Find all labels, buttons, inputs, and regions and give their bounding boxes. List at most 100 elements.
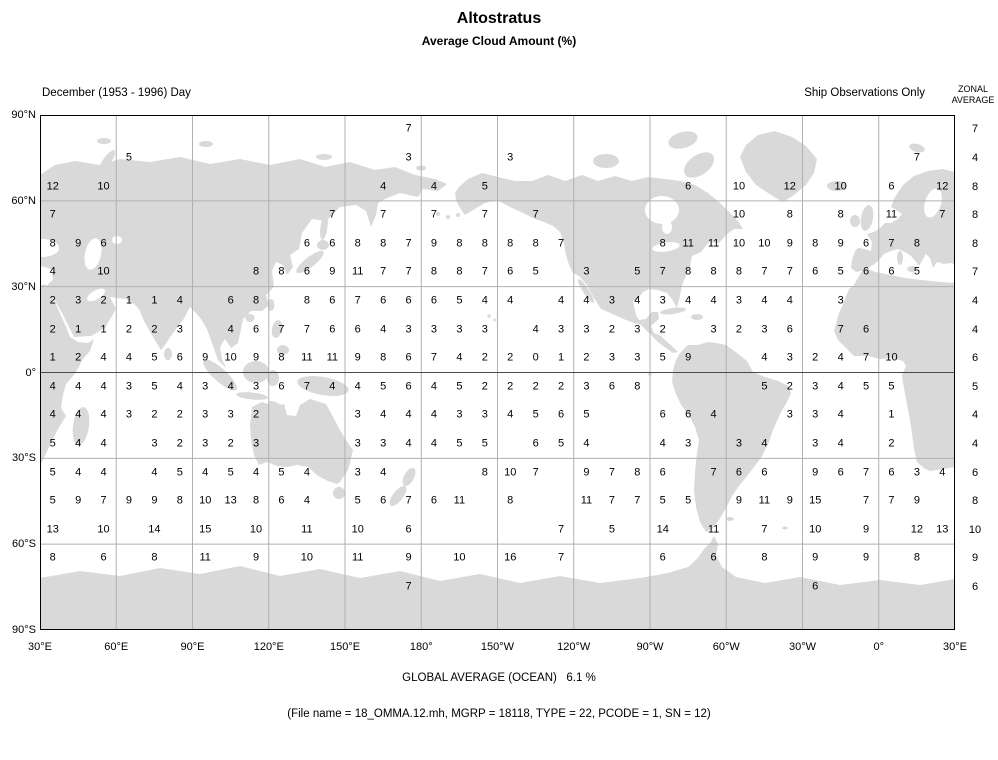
world-map [40,115,955,630]
grid-value: 7 [430,208,438,221]
grid-value: 9 [862,551,870,564]
grid-value: 10 [809,523,822,536]
grid-value: 6 [608,380,615,393]
grid-value: 4 [761,351,768,364]
grid-value: 1 [125,294,133,307]
grid-value: 6 [354,323,361,336]
grid-value: 4 [354,380,361,393]
grid-value: 7 [100,494,107,507]
grid-value: 10 [834,180,847,193]
iceland-island [827,181,847,191]
grid-value: 4 [507,294,514,307]
grid-value: 8 [252,265,260,278]
grid-value: 11 [682,237,694,250]
zonal-average-value: 4 [971,409,979,422]
java-island [236,392,268,400]
grid-value: 8 [507,237,514,250]
grid-value: 2 [812,351,819,364]
grid-value: 8 [252,294,260,307]
grid-value: 3 [812,437,819,450]
zonal-average-value: 4 [971,151,979,164]
grid-value: 4 [380,323,387,336]
grid-value: 8 [507,494,514,507]
grid-value: 4 [837,437,844,450]
grid-value: 4 [100,437,107,450]
grid-value: 4 [329,380,336,393]
sulawesi-island [267,370,279,386]
grid-value: 5 [49,466,56,479]
grid-value: 3 [481,323,488,336]
grid-value: 6 [507,265,514,278]
grid-value: 8 [176,494,183,507]
grid-value: 7 [405,265,412,278]
grid-value: 1 [888,408,895,421]
great-lakes [652,242,680,252]
grid-value: 5 [278,466,285,479]
grid-value: 7 [913,151,920,164]
grid-value: 11 [351,551,364,564]
grid-value: 5 [456,437,463,450]
lon-tick-label: 0° [873,641,885,653]
grid-value: 9 [812,466,819,479]
grid-value: 11 [580,494,593,507]
grid-value: 3 [176,323,183,336]
lat-tick-label: 60°N [11,194,36,207]
grid-value: 8 [532,237,539,250]
grid-value: 4 [100,466,107,479]
grid-value: 7 [481,208,488,221]
grid-value: 3 [405,151,412,164]
aral-sea [112,236,122,244]
grid-value: 3 [761,323,768,336]
grid-value: 9 [913,494,920,507]
franz-josef-island [97,138,111,144]
mediterranean-sea-east [40,271,53,285]
grid-value: 3 [125,380,133,393]
south-georgia-island [782,526,788,530]
grid-value: 5 [456,380,463,393]
grid-value: 6 [278,380,285,393]
grid-value: 5 [913,265,920,278]
lon-tick-label: 150°E [329,641,361,653]
grid-value: 4 [761,294,768,307]
grid-value: 9 [125,494,133,507]
grid-value: 6 [685,180,692,193]
grid-value: 6 [862,237,870,250]
grid-value: 9 [75,494,82,507]
ireland-island [850,215,860,227]
grid-value: 6 [329,237,336,250]
grid-value: 3 [608,351,615,364]
grid-value: 4 [303,466,310,479]
grid-value: 5 [888,380,895,393]
zonal-average-value: 5 [971,380,979,393]
grid-value: 7 [278,323,285,336]
grid-value: 3 [354,408,361,421]
zonal-average-value: 8 [971,495,979,508]
grid-value: 14 [656,523,669,536]
grid-value: 10 [732,208,746,221]
baffin-island [683,152,715,178]
zonal-average-value: 6 [971,352,979,365]
sri-lanka-island [164,348,172,360]
grid-value: 6 [888,180,895,193]
grid-value: 6 [430,494,438,507]
britain-island [860,205,874,231]
grid-value: 5 [685,494,692,507]
map-plot-area: 7 5 3 3 7 12 10 4 4 5 6 10 12 10 6 12 7 7 7 7 7 7 10 8 8 11 7 8 9 6 6 6… [40,115,955,630]
grid-value: 13 [46,523,59,536]
grid-value: 8 [481,237,488,250]
lon-tick-label: 30°E [943,641,967,653]
zonal-average-header: ZONAL AVERAGE [948,84,998,106]
greenland-landmass [740,131,817,202]
grid-value: 8 [812,237,819,250]
grid-value: 1 [100,323,107,336]
grid-value: 8 [710,265,717,278]
grid-value: 6 [659,551,666,564]
grid-value: 12 [46,180,59,193]
grid-value: 5 [456,294,463,307]
grid-value: 3 [202,380,209,393]
grid-value: 9 [252,551,260,564]
grid-values-layer: 7 5 3 3 7 12 10 4 4 5 6 10 12 10 6 12 7 7 7 7 7 7 10 8 8 11 7 8 9 6 6 6… [40,115,955,630]
grid-value: 7 [405,237,412,250]
timor-island [268,400,284,410]
